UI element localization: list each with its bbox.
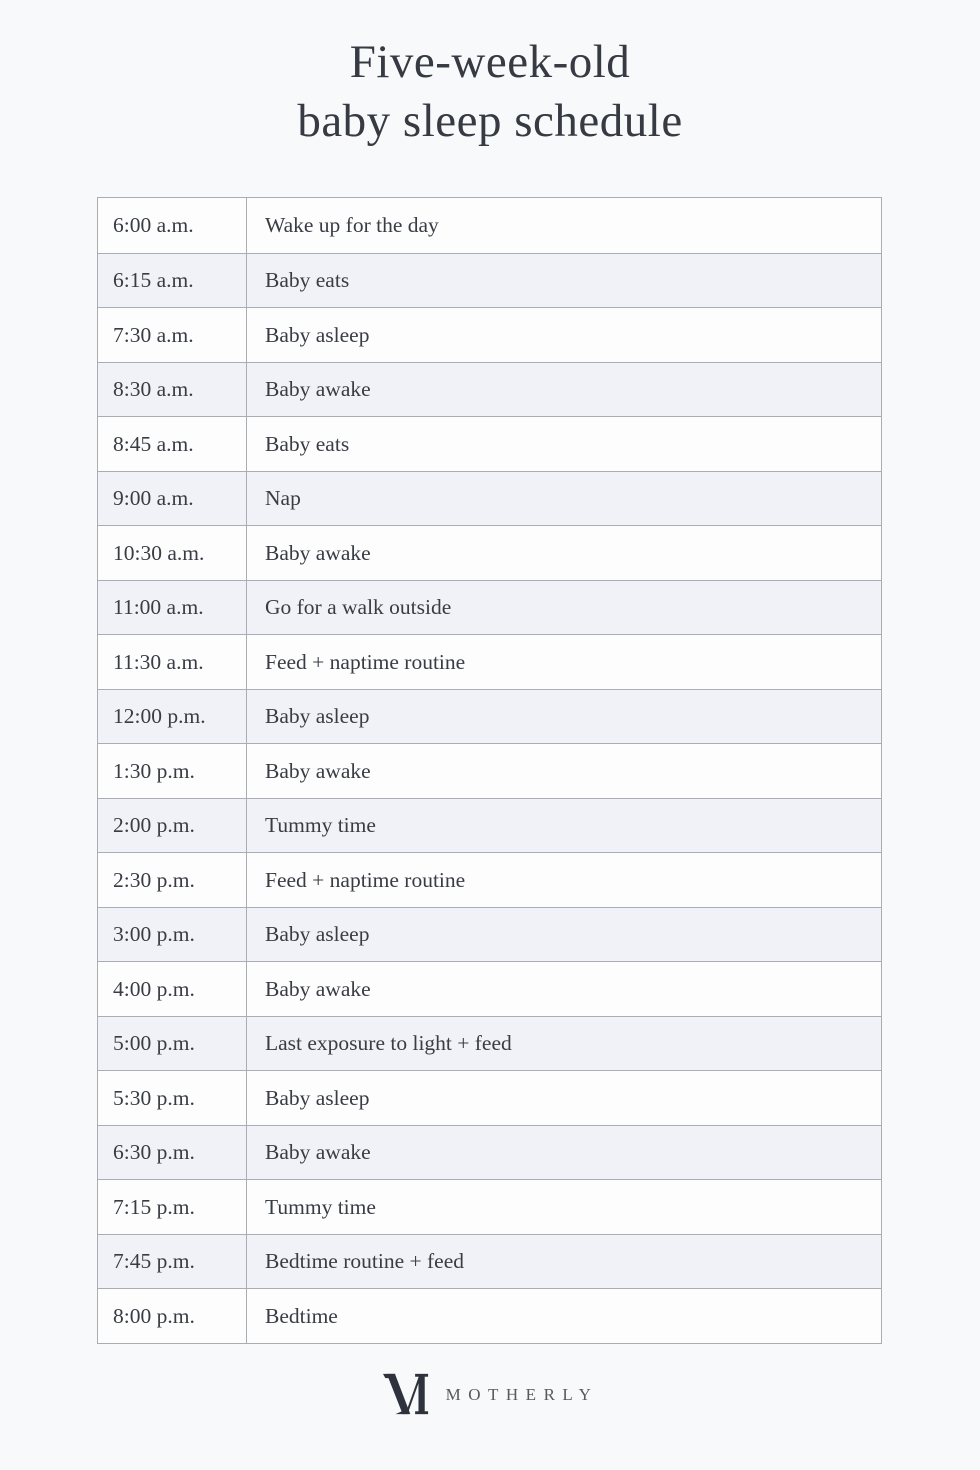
schedule-row: 10:30 a.m. Baby awake bbox=[98, 525, 881, 580]
time-cell: 7:45 p.m. bbox=[98, 1234, 247, 1289]
activity-cell: Baby asleep bbox=[265, 704, 370, 729]
time-cell: 7:15 p.m. bbox=[98, 1180, 247, 1234]
activity-cell: Baby awake bbox=[265, 377, 371, 402]
activity-cell: Feed + naptime routine bbox=[265, 649, 466, 674]
page-title-line1: Five-week-old bbox=[349, 36, 631, 88]
motherly-m-logo-icon bbox=[382, 1371, 430, 1417]
time-cell: 6:15 a.m. bbox=[98, 253, 247, 308]
activity-cell: Bedtime bbox=[265, 1303, 338, 1328]
schedule-row: 8:45 a.m. Baby eats bbox=[98, 416, 881, 471]
activity-cell: Bedtime routine + feed bbox=[265, 1249, 464, 1274]
activity-cell: Baby asleep bbox=[265, 1085, 370, 1110]
time-cell: 6:30 p.m. bbox=[98, 1125, 247, 1180]
schedule-row: 7:30 a.m. Baby asleep bbox=[98, 307, 881, 362]
schedule-row: 1:30 p.m. Baby awake bbox=[98, 743, 881, 798]
time-cell: 8:45 a.m. bbox=[98, 417, 247, 471]
time-cell: 12:00 p.m. bbox=[98, 689, 247, 744]
schedule-table: 6:00 a.m. Wake up for the day 6:15 a.m. … bbox=[97, 197, 882, 1344]
time-cell: 7:30 a.m. bbox=[98, 308, 247, 362]
time-cell: 3:00 p.m. bbox=[98, 907, 247, 962]
brand-footer: MOTHERLY bbox=[0, 1371, 980, 1417]
schedule-row: 7:15 p.m. Tummy time bbox=[98, 1179, 881, 1234]
schedule-row: 4:00 p.m. Baby awake bbox=[98, 961, 881, 1016]
schedule-row: 8:00 p.m. Bedtime bbox=[98, 1288, 881, 1343]
activity-cell: Baby eats bbox=[265, 268, 350, 293]
brand-wordmark: MOTHERLY bbox=[445, 1385, 599, 1405]
time-cell: 11:00 a.m. bbox=[98, 580, 247, 635]
time-cell: 2:00 p.m. bbox=[98, 798, 247, 853]
activity-cell: Baby asleep bbox=[265, 322, 370, 347]
schedule-row: 8:30 a.m. Baby awake bbox=[98, 361, 881, 417]
schedule-row: 6:00 a.m. Wake up for the day bbox=[98, 198, 881, 253]
time-cell: 1:30 p.m. bbox=[98, 744, 247, 798]
activity-cell: Baby eats bbox=[265, 431, 350, 456]
activity-cell: Wake up for the day bbox=[265, 213, 439, 238]
schedule-row: 12:00 p.m. Baby asleep bbox=[98, 688, 881, 744]
time-cell: 10:30 a.m. bbox=[98, 526, 247, 580]
schedule-row: 5:30 p.m. Baby asleep bbox=[98, 1070, 881, 1125]
activity-cell: Tummy time bbox=[265, 1194, 376, 1219]
activity-cell: Last exposure to light + feed bbox=[265, 1031, 512, 1056]
activity-cell: Baby awake bbox=[265, 758, 371, 783]
activity-cell: Feed + naptime routine bbox=[265, 867, 466, 892]
schedule-row: 5:00 p.m. Last exposure to light + feed bbox=[98, 1015, 881, 1071]
schedule-row: 11:00 a.m. Go for a walk outside bbox=[98, 579, 881, 635]
activity-cell: Nap bbox=[265, 486, 301, 511]
time-cell: 8:30 a.m. bbox=[98, 362, 247, 417]
time-cell: 5:00 p.m. bbox=[98, 1016, 247, 1071]
schedule-row: 6:30 p.m. Baby awake bbox=[98, 1124, 881, 1180]
time-cell: 2:30 p.m. bbox=[98, 853, 247, 907]
schedule-table-body: 6:00 a.m. Wake up for the day 6:15 a.m. … bbox=[98, 198, 881, 1343]
schedule-row: 2:30 p.m. Feed + naptime routine bbox=[98, 852, 881, 907]
time-cell: 4:00 p.m. bbox=[98, 962, 247, 1016]
activity-cell: Baby awake bbox=[265, 540, 371, 565]
schedule-row: 11:30 a.m. Feed + naptime routine bbox=[98, 634, 881, 689]
time-cell: 6:00 a.m. bbox=[98, 198, 247, 253]
page-title-line2: baby sleep schedule bbox=[297, 95, 683, 148]
time-cell: 11:30 a.m. bbox=[98, 635, 247, 689]
sleep-schedule-infographic: Five-week-old baby sleep schedule 6:00 a… bbox=[0, 0, 980, 1417]
activity-cell: Baby awake bbox=[265, 1140, 371, 1165]
time-cell: 8:00 p.m. bbox=[98, 1289, 247, 1343]
page-title: Five-week-old baby sleep schedule bbox=[0, 0, 980, 151]
schedule-row: 7:45 p.m. Bedtime routine + feed bbox=[98, 1233, 881, 1289]
schedule-row: 9:00 a.m. Nap bbox=[98, 470, 881, 526]
schedule-row: 6:15 a.m. Baby eats bbox=[98, 252, 881, 308]
schedule-row: 2:00 p.m. Tummy time bbox=[98, 797, 881, 853]
activity-cell: Tummy time bbox=[265, 813, 376, 838]
activity-cell: Go for a walk outside bbox=[265, 595, 452, 620]
activity-cell: Baby asleep bbox=[265, 922, 370, 947]
schedule-row: 3:00 p.m. Baby asleep bbox=[98, 906, 881, 962]
time-cell: 5:30 p.m. bbox=[98, 1071, 247, 1125]
activity-cell: Baby awake bbox=[265, 976, 371, 1001]
time-cell: 9:00 a.m. bbox=[98, 471, 247, 526]
